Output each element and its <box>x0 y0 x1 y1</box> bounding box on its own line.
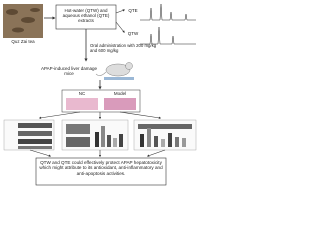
arrow <box>119 111 162 120</box>
conclusion-box <box>35 157 167 186</box>
bar-chart-panel <box>61 119 129 151</box>
mouse-icon <box>95 62 134 80</box>
arrow <box>38 111 81 120</box>
conclusion-text: QTW and QTE could effectively protect AP… <box>39 160 163 176</box>
histology-label: Model <box>113 91 127 96</box>
arrow <box>146 149 166 157</box>
arrow <box>115 21 125 33</box>
chromatogram <box>140 3 196 45</box>
administration-text: Oral administration with 200 mg/kg and 6… <box>90 43 157 53</box>
chromatogram-label: QTW <box>127 31 139 36</box>
histology-image <box>66 98 98 110</box>
histology-label: NC <box>78 91 86 96</box>
tea-label: Quz Zai tea <box>11 39 35 44</box>
diagram-shapes <box>3 3 197 186</box>
chromatogram-label: QTE <box>128 8 138 13</box>
extract-text: Hot-water (QTW) and aqueous ethanol (QTE… <box>62 8 110 24</box>
blot-panel <box>3 119 55 151</box>
arrow <box>29 149 52 157</box>
extract-box <box>55 4 117 30</box>
bar-chart-panel <box>133 119 197 151</box>
tea-leaves <box>6 8 40 33</box>
model-label: APAP-induced liver damage mice <box>41 66 97 77</box>
histology-image <box>104 98 136 110</box>
arrow <box>115 9 126 14</box>
graphical-abstract: Quz Zai tea Hot-water (QTW) and aqueous … <box>0 0 200 189</box>
